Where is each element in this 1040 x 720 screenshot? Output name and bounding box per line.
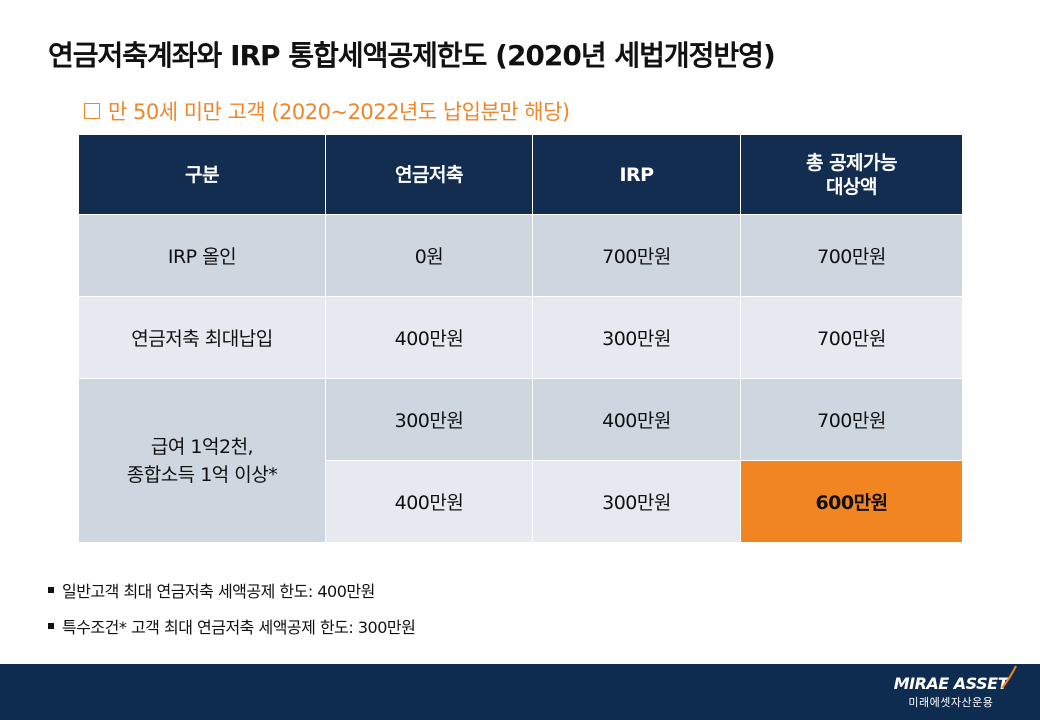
table-row: 400만원 300만원 600만원 [79, 460, 963, 543]
table-header-row: 구분 연금저축 IRP 총 공제가능 대상액 [78, 134, 963, 215]
cell-category-merged: 급여 1억2천, 종합소득 1억 이상* [78, 378, 326, 543]
cell-irp: 400만원 [532, 378, 741, 461]
cell-total: 700만원 [740, 214, 963, 297]
cell-pension-savings: 0원 [325, 214, 533, 297]
subtitle: 만 50세 미만 고객 (2020~2022년도 납입분만 해당) [84, 96, 570, 126]
cell-irp: 700만원 [532, 214, 741, 297]
cell-pension-savings: 300만원 [325, 378, 533, 461]
header-category: 구분 [78, 134, 326, 215]
cell-total: 700만원 [740, 296, 963, 379]
notes-list: 일반고객 최대 연금저축 세액공제 한도: 400만원 특수조건* 고객 최대 … [48, 572, 416, 644]
note-text: 일반고객 최대 연금저축 세액공제 한도: 400만원 [62, 582, 375, 601]
table-row: 급여 1억2천, 종합소득 1억 이상* 300만원 400만원 700만원 [78, 378, 963, 543]
note-item: 특수조건* 고객 최대 연금저축 세액공제 한도: 300만원 [48, 608, 416, 644]
cell-category: 연금저축 최대납입 [78, 296, 326, 379]
note-item: 일반고객 최대 연금저축 세액공제 한도: 400만원 [48, 572, 415, 608]
subtitle-text: 만 50세 미만 고객 (2020~2022년도 납입분만 해당) [108, 100, 570, 124]
cell-total: 700만원 [740, 378, 963, 461]
cell-irp: 300만원 [532, 460, 741, 543]
logo-english-text: MIRAE ASSET [893, 674, 1009, 693]
logo-swoosh-icon [1001, 665, 1017, 689]
header-total: 총 공제가능 대상액 [740, 134, 963, 215]
cell-pension-savings: 400만원 [325, 296, 533, 379]
logo-korean: 미래에셋자산운용 [908, 696, 994, 709]
cell-pension-savings: 400만원 [325, 460, 533, 543]
footer-band: MIRAE ASSET 미래에셋자산운용 [0, 664, 1040, 720]
cell-irp: 300만원 [532, 296, 741, 379]
deduction-table: 구분 연금저축 IRP 총 공제가능 대상액 IRP 올인 0원 700만원 7… [78, 134, 963, 543]
square-bullet-icon [48, 587, 54, 593]
header-irp: IRP [532, 134, 741, 215]
category-line2: 종합소득 1억 이상* [126, 463, 278, 486]
table-row: 연금저축 최대납입 400만원 300만원 700만원 [78, 296, 963, 379]
header-total-line1: 총 공제가능 [805, 151, 898, 174]
note-text: 특수조건* 고객 최대 연금저축 세액공제 한도: 300만원 [62, 618, 416, 637]
square-bullet-icon [48, 623, 54, 629]
cell-total-highlighted: 600만원 [740, 460, 963, 543]
cell-category: IRP 올인 [78, 214, 326, 297]
company-logo: MIRAE ASSET 미래에셋자산운용 [893, 665, 1017, 710]
header-pension-savings: 연금저축 [325, 134, 533, 215]
header-total-line2: 대상액 [826, 175, 877, 198]
category-line1: 급여 1억2천, [150, 435, 254, 458]
logo-english: MIRAE ASSET [893, 665, 1017, 693]
checkbox-square-icon [84, 103, 100, 119]
page-title: 연금저축계좌와 IRP 통합세액공제한도 (2020년 세법개정반영) [48, 39, 776, 72]
table-row: IRP 올인 0원 700만원 700만원 [78, 214, 963, 297]
